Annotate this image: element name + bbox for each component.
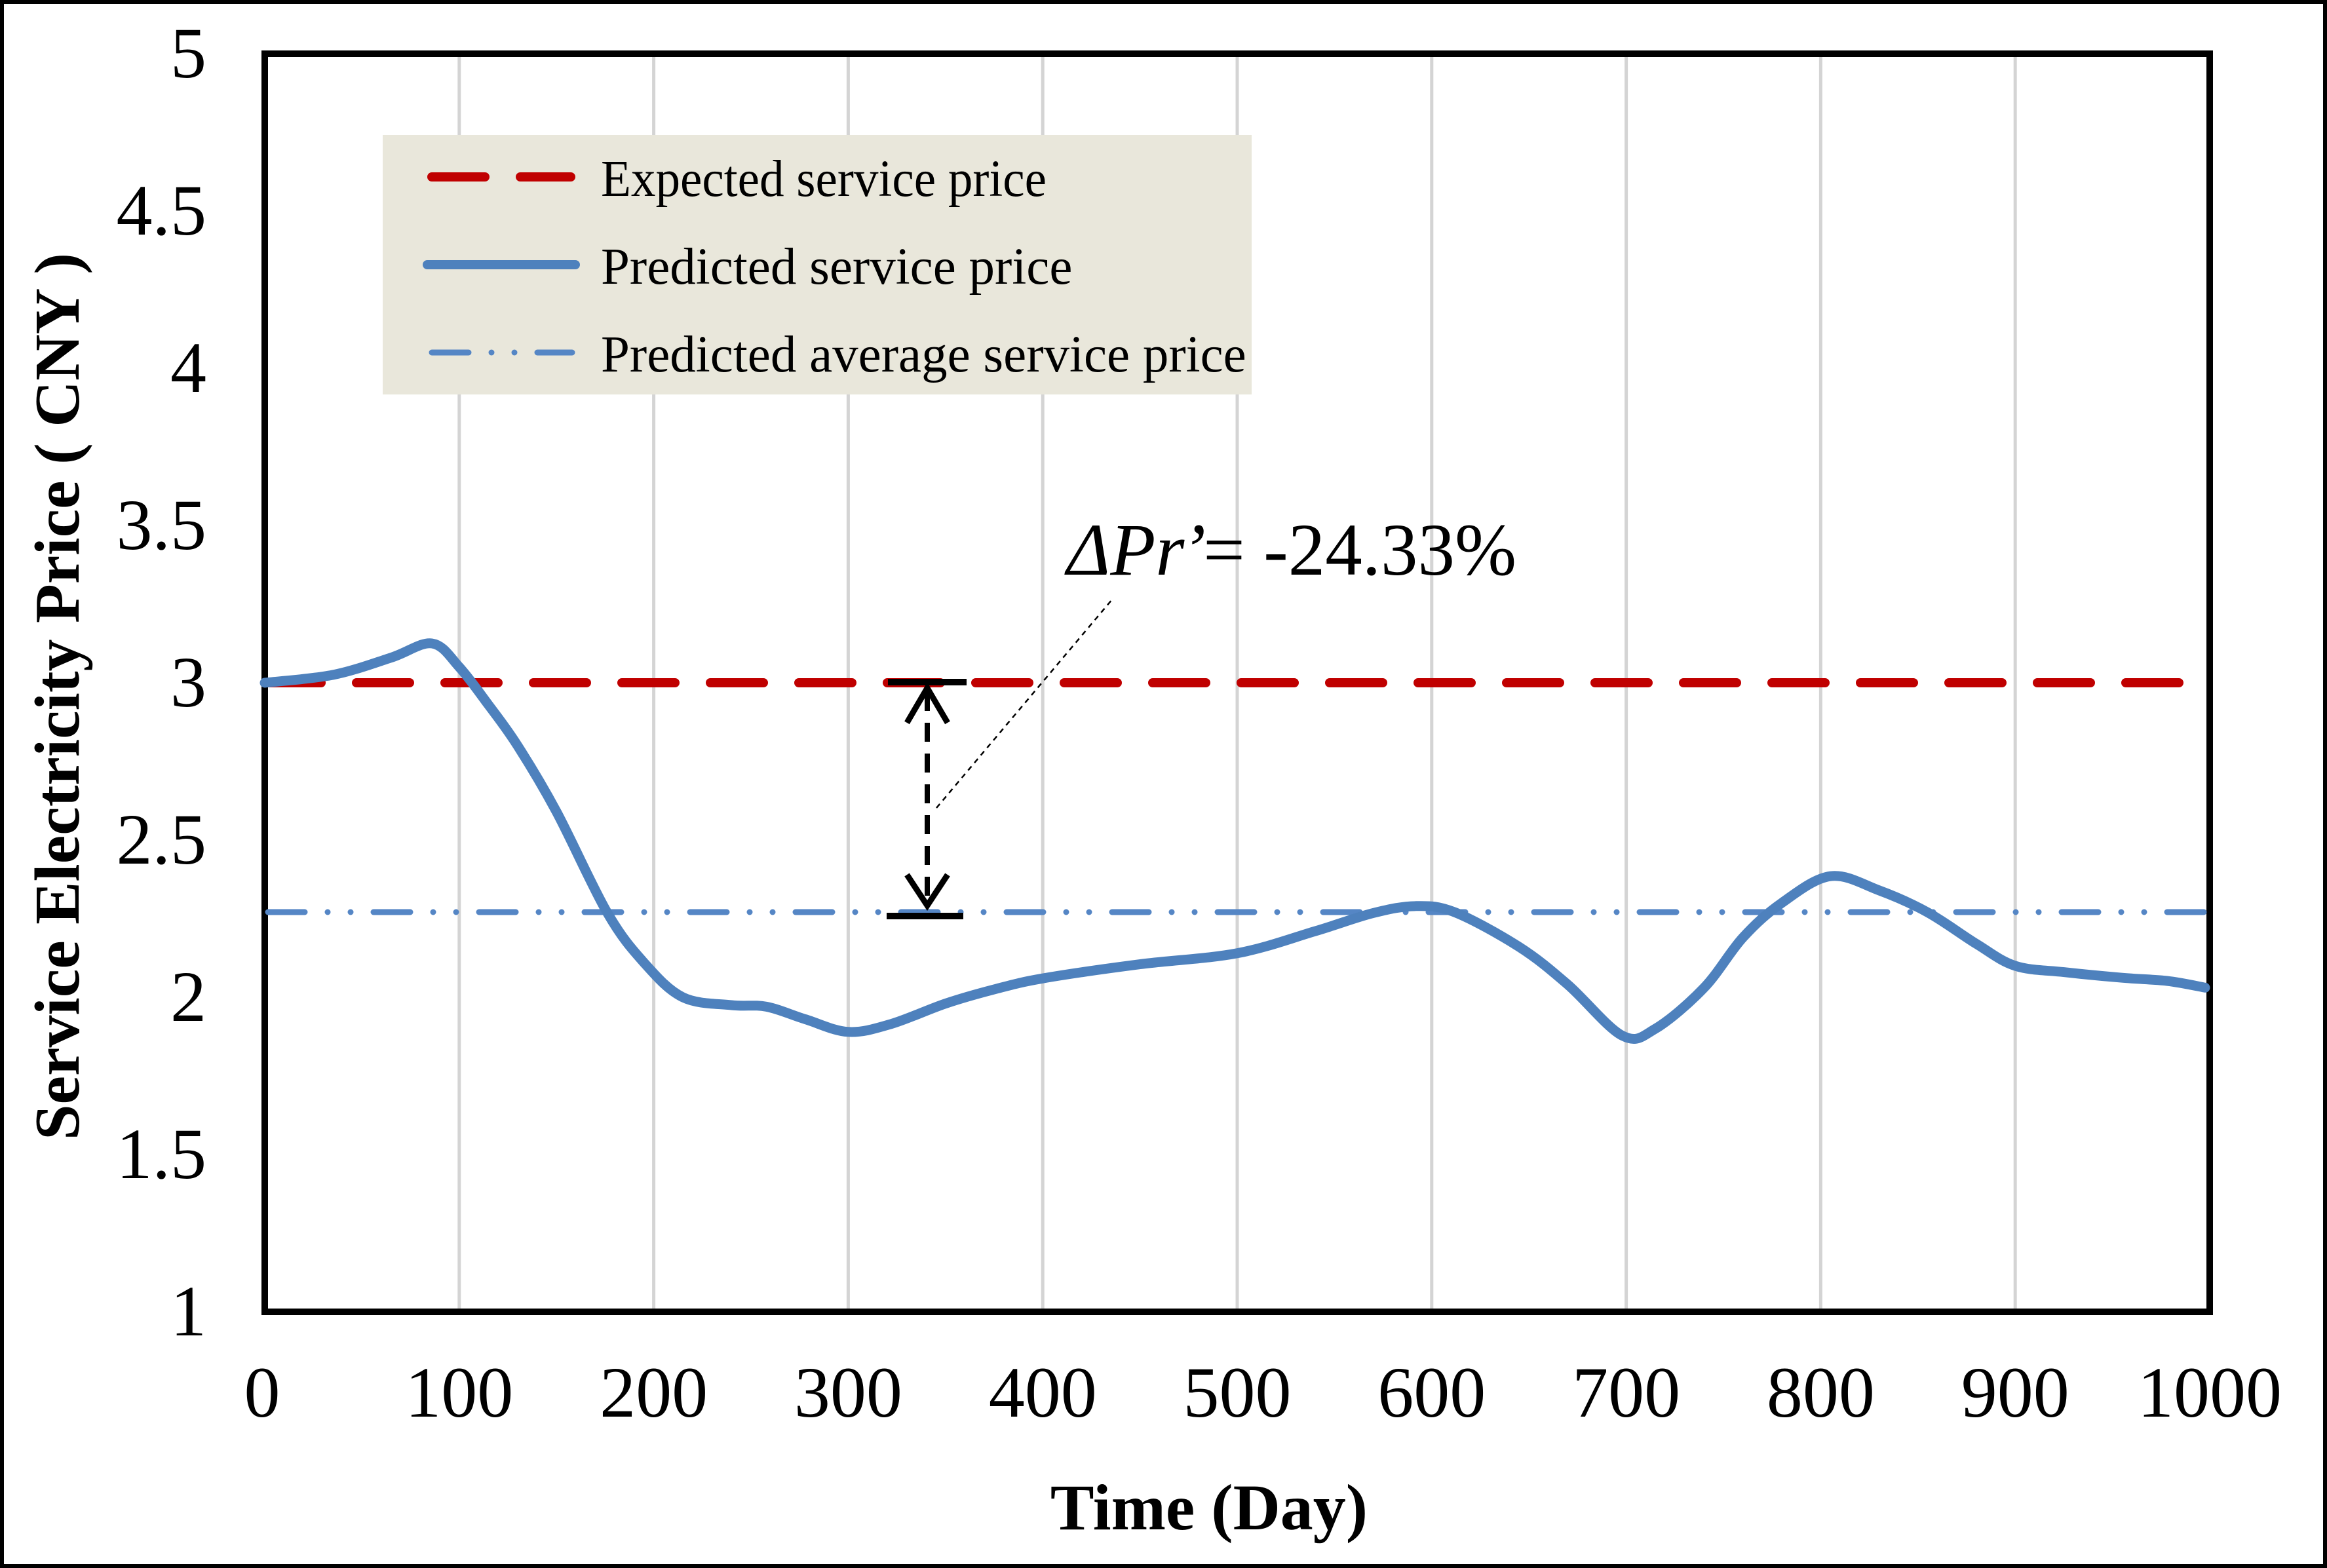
svg-text:400: 400 <box>989 1352 1097 1432</box>
svg-text:Time (Day): Time (Day) <box>1050 1471 1368 1544</box>
svg-text:Predicted service price: Predicted service price <box>601 239 1072 296</box>
svg-text:4.5: 4.5 <box>117 170 207 250</box>
svg-text:3.5: 3.5 <box>117 485 207 565</box>
svg-text:2: 2 <box>170 957 206 1037</box>
svg-text:600: 600 <box>1377 1352 1486 1432</box>
svg-text:200: 200 <box>600 1352 708 1432</box>
svg-text:500: 500 <box>1183 1352 1292 1432</box>
svg-text:5: 5 <box>170 13 206 93</box>
svg-text:3: 3 <box>170 642 206 722</box>
svg-text:800: 800 <box>1767 1352 1875 1432</box>
svg-text:0: 0 <box>244 1352 280 1432</box>
svg-text:ΔPr’= -24.33%: ΔPr’= -24.33% <box>1064 509 1516 591</box>
svg-text:Service Electricity Price ( CN: Service Electricity Price ( CNY ) <box>22 253 93 1140</box>
svg-text:300: 300 <box>794 1352 902 1432</box>
svg-text:Predicted average service pric: Predicted average service price <box>601 326 1246 383</box>
svg-text:Expected service price: Expected service price <box>601 151 1047 208</box>
svg-text:4: 4 <box>170 328 206 408</box>
svg-text:1.5: 1.5 <box>117 1114 207 1194</box>
svg-text:900: 900 <box>1961 1352 2069 1432</box>
svg-text:700: 700 <box>1572 1352 1680 1432</box>
svg-text:1: 1 <box>170 1271 206 1351</box>
svg-text:2.5: 2.5 <box>117 799 207 879</box>
svg-text:100: 100 <box>405 1352 513 1432</box>
svg-text:1000: 1000 <box>2138 1352 2282 1432</box>
